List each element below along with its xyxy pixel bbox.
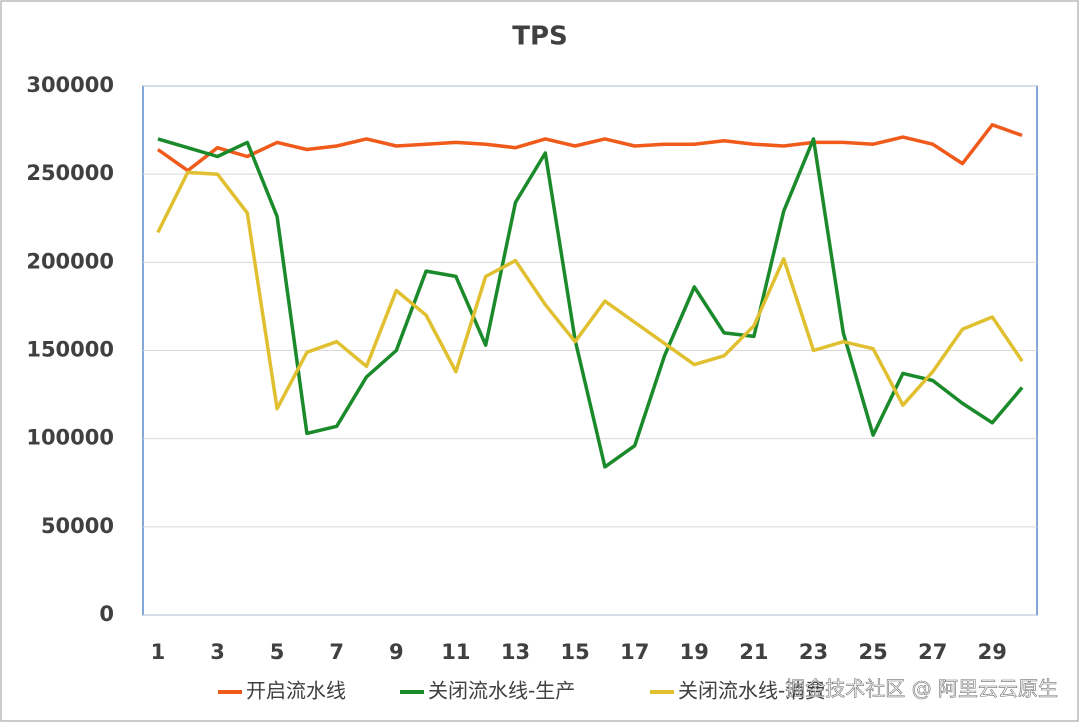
x-tick-label: 23	[799, 640, 828, 664]
x-tick-label: 3	[210, 640, 225, 664]
x-tick-label: 1	[151, 640, 166, 664]
x-tick-label: 17	[620, 640, 649, 664]
y-tick-label: 50000	[41, 514, 114, 538]
legend-label: 关闭流水线-消费	[678, 679, 825, 703]
series-line	[156, 123, 1023, 173]
y-tick-label: 200000	[26, 249, 114, 273]
x-tick-label: 7	[329, 640, 344, 664]
x-tick-label: 27	[918, 640, 947, 664]
watermark: 掘金技术社区 @ 阿里云云原生	[785, 677, 1058, 701]
x-tick-label: 29	[978, 640, 1007, 664]
legend-label: 开启流水线	[246, 679, 346, 703]
x-tick-label: 19	[680, 640, 709, 664]
chart-title: TPS	[512, 22, 568, 52]
x-tick-label: 9	[389, 640, 404, 664]
x-tick-label: 15	[560, 640, 589, 664]
y-tick-label: 300000	[26, 73, 114, 97]
x-tick-label: 11	[441, 640, 470, 664]
x-tick-label: 5	[270, 640, 285, 664]
y-tick-label: 100000	[26, 426, 114, 450]
x-tick-label: 25	[858, 640, 887, 664]
series-line	[157, 137, 1024, 469]
y-tick-label: 150000	[26, 338, 114, 362]
y-tick-label: 250000	[26, 161, 114, 185]
series-line	[156, 170, 1024, 411]
y-tick-label: 0	[99, 602, 114, 626]
x-tick-label: 21	[739, 640, 768, 664]
legend-label: 关闭流水线-生产	[428, 679, 575, 703]
x-tick-label: 13	[501, 640, 530, 664]
